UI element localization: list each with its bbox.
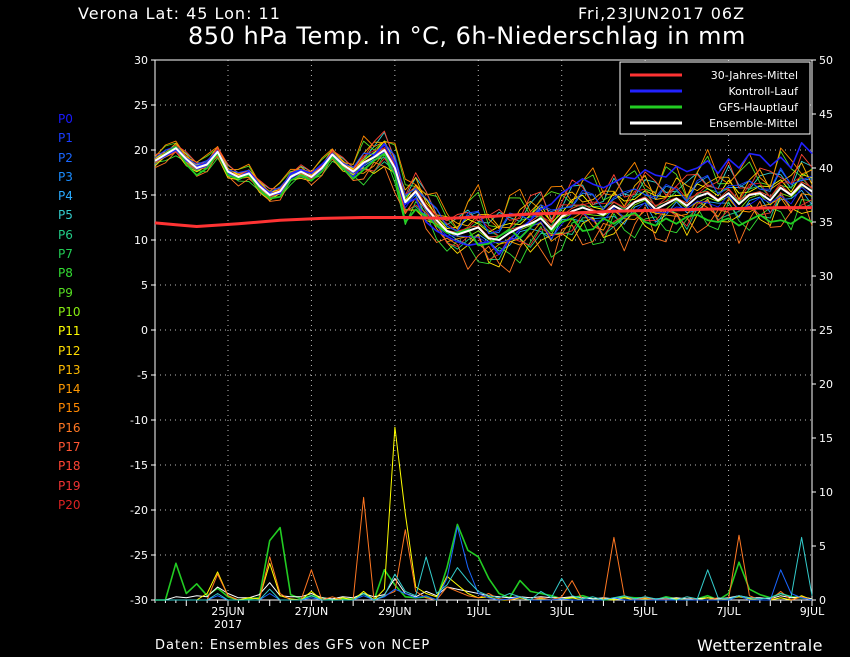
y-right-tick-label: 10 bbox=[819, 486, 833, 499]
x-tick-label: 27JUN bbox=[295, 605, 329, 618]
y-left-tick-label: 30 bbox=[134, 54, 148, 67]
run-date-label: Fri,23JUN2017 06Z bbox=[578, 4, 746, 23]
ensemble-mean-line bbox=[154, 147, 813, 241]
member-label-p8: P8 bbox=[58, 266, 73, 281]
x-tick-label: 25JUN bbox=[211, 605, 245, 618]
member-label-p5: P5 bbox=[58, 208, 73, 223]
member-label-p10: P10 bbox=[58, 304, 81, 319]
x-tick-label: 9JUL bbox=[800, 605, 825, 618]
y-right-tick-label: 0 bbox=[819, 594, 826, 607]
y-left-tick-label: 10 bbox=[134, 234, 148, 247]
y-right-tick-label: 40 bbox=[819, 162, 833, 175]
x-tick-label: 29JUN bbox=[378, 605, 412, 618]
y-right-tick-label: 25 bbox=[819, 324, 833, 337]
member-label-p12: P12 bbox=[58, 343, 81, 358]
member-label-p0: P0 bbox=[58, 112, 73, 126]
y-left-tick-label: 25 bbox=[134, 99, 148, 112]
x-tick-label: 7JUL bbox=[716, 605, 741, 618]
x-tick-label: 1JUL bbox=[466, 605, 491, 618]
plot-frame bbox=[154, 59, 813, 601]
member-temp-line bbox=[154, 142, 813, 234]
member-legend: P0 P1 P2 P3 P4 P5 P6 P7 P8 P9 P10 P11 P12 P13 P14 P15 P1… bbox=[58, 110, 81, 515]
member-label-p6: P6 bbox=[58, 227, 73, 242]
member-label-p20: P20 bbox=[58, 497, 81, 512]
y-right-tick-label: 45 bbox=[819, 108, 833, 121]
climatology-line bbox=[154, 206, 812, 228]
member-label-p13: P13 bbox=[58, 362, 81, 377]
member-label-p17: P17 bbox=[58, 440, 81, 455]
legend-entry: Ensemble-Mittel bbox=[709, 117, 798, 130]
member-label-p3: P3 bbox=[58, 169, 73, 184]
brand-label: Wetterzentrale bbox=[697, 636, 824, 655]
member-temp-line bbox=[154, 141, 813, 229]
control-run-line bbox=[154, 142, 813, 256]
y-left-tick-label: 15 bbox=[134, 189, 148, 202]
legend-entry: 30-Jahres-Mittel bbox=[711, 69, 798, 82]
y-right-tick-label: 50 bbox=[819, 54, 833, 67]
precip-line bbox=[155, 536, 813, 601]
member-label-p16: P16 bbox=[58, 420, 81, 435]
x-tick-label: 3JUL bbox=[549, 605, 574, 618]
member-label-p2: P2 bbox=[58, 150, 73, 165]
member-temp-line bbox=[154, 144, 813, 234]
data-source-label: Daten: Ensembles des GFS von NCEP bbox=[155, 638, 431, 653]
legend-entry: GFS-Hauptlauf bbox=[718, 101, 799, 114]
precip-line bbox=[155, 577, 813, 601]
y-left-tick-label: -15 bbox=[130, 459, 148, 472]
y-left-tick-label: 20 bbox=[134, 144, 148, 157]
member-label-p19: P19 bbox=[58, 478, 81, 493]
y-right-tick-label: 15 bbox=[819, 432, 833, 445]
y-right-tick-label: 35 bbox=[819, 216, 833, 229]
gfs-main-run-line bbox=[154, 145, 813, 247]
x-tick-label: 5JUL bbox=[633, 605, 658, 618]
y-left-tick-label: -5 bbox=[137, 369, 148, 382]
member-label-p9: P9 bbox=[58, 285, 73, 300]
precip-line bbox=[155, 523, 813, 601]
member-label-p18: P18 bbox=[58, 459, 81, 474]
y-left-tick-label: 0 bbox=[141, 324, 148, 337]
y-left-tick-label: 5 bbox=[141, 279, 148, 292]
y-right-tick-label: 20 bbox=[819, 378, 833, 391]
y-right-tick-label: 5 bbox=[819, 540, 826, 553]
y-left-tick-label: -30 bbox=[130, 594, 148, 607]
location-label: Verona Lat: 45 Lon: 11 bbox=[78, 4, 281, 23]
y-left-tick-label: -10 bbox=[130, 414, 148, 427]
y-right-tick-label: 30 bbox=[819, 270, 833, 283]
member-label-p4: P4 bbox=[58, 189, 73, 204]
member-label-p11: P11 bbox=[58, 324, 81, 339]
legend-entry: Kontroll-Lauf bbox=[729, 85, 800, 98]
precip-line bbox=[155, 426, 813, 601]
member-temp-line bbox=[154, 135, 813, 230]
member-label-p15: P15 bbox=[58, 401, 81, 416]
x-tick-label: 2017 bbox=[214, 618, 242, 631]
member-label-p1: P1 bbox=[58, 131, 73, 146]
precip-line bbox=[155, 526, 813, 601]
member-label-p14: P14 bbox=[58, 382, 81, 397]
chart-title: 850 hPa Temp. in °C, 6h-Niederschlag in … bbox=[188, 22, 746, 50]
y-left-tick-label: -20 bbox=[130, 504, 148, 517]
member-label-p7: P7 bbox=[58, 247, 73, 262]
y-left-tick-label: -25 bbox=[130, 549, 148, 562]
